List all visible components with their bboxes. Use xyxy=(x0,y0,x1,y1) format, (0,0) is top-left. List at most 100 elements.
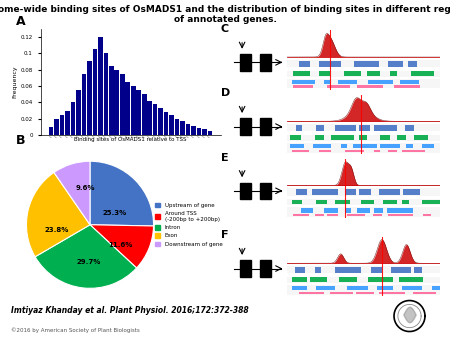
Bar xyxy=(287,285,440,291)
Bar xyxy=(344,71,360,76)
Bar xyxy=(287,277,440,283)
Bar xyxy=(65,111,70,135)
Bar xyxy=(374,125,397,131)
Bar xyxy=(319,150,332,152)
Bar xyxy=(142,94,147,135)
Bar xyxy=(310,277,327,282)
Bar xyxy=(367,71,380,76)
Bar xyxy=(341,144,347,148)
Bar xyxy=(334,267,360,273)
Bar xyxy=(287,207,440,213)
Bar xyxy=(405,125,414,131)
Bar xyxy=(315,214,324,216)
Text: /: / xyxy=(93,136,97,139)
Text: /: / xyxy=(54,136,58,139)
Bar xyxy=(388,61,403,67)
Bar xyxy=(316,125,324,131)
Text: /: / xyxy=(76,136,81,139)
Bar xyxy=(239,183,251,199)
Bar xyxy=(292,150,309,152)
Bar xyxy=(260,118,270,135)
Bar xyxy=(327,214,338,216)
Bar xyxy=(260,54,270,71)
Bar xyxy=(380,144,400,148)
Text: /: / xyxy=(104,136,108,139)
Bar xyxy=(131,86,135,135)
Bar xyxy=(293,86,313,88)
Bar xyxy=(374,208,383,213)
Text: 9.6%: 9.6% xyxy=(75,185,94,191)
Bar xyxy=(339,277,357,282)
Text: /: / xyxy=(120,136,124,139)
Bar xyxy=(292,200,302,204)
Bar xyxy=(397,136,406,140)
Bar xyxy=(357,208,370,213)
Bar xyxy=(81,74,86,135)
Bar xyxy=(299,292,324,294)
Bar xyxy=(260,183,270,199)
Bar xyxy=(345,150,364,152)
Bar xyxy=(402,286,422,290)
Bar xyxy=(400,79,418,84)
Text: 11.6%: 11.6% xyxy=(108,242,133,248)
Bar xyxy=(315,136,324,140)
Bar xyxy=(379,292,405,294)
Wedge shape xyxy=(90,161,153,226)
Text: of annotated genes.: of annotated genes. xyxy=(174,15,276,24)
Text: F: F xyxy=(220,230,228,240)
Text: /: / xyxy=(164,136,168,139)
Bar xyxy=(368,79,393,84)
Bar xyxy=(423,214,431,216)
Bar xyxy=(388,214,413,216)
Bar xyxy=(414,267,422,273)
Bar xyxy=(380,136,390,140)
Bar xyxy=(406,144,413,148)
Bar xyxy=(359,125,370,131)
Bar xyxy=(338,79,357,84)
Text: /: / xyxy=(87,136,91,139)
Bar xyxy=(239,118,251,135)
Text: /: / xyxy=(159,136,162,139)
Bar xyxy=(191,126,196,135)
Bar xyxy=(356,292,374,294)
Bar xyxy=(239,260,251,277)
Wedge shape xyxy=(27,172,90,257)
Bar xyxy=(359,189,371,195)
Bar xyxy=(98,37,103,135)
Bar xyxy=(287,291,440,294)
Text: 25.3%: 25.3% xyxy=(102,210,126,216)
Text: C: C xyxy=(220,24,229,34)
Text: /: / xyxy=(202,136,207,139)
Bar xyxy=(383,200,397,204)
Text: /: / xyxy=(115,136,119,139)
Bar xyxy=(319,71,330,76)
Bar xyxy=(290,144,304,148)
Bar xyxy=(54,119,59,135)
Bar xyxy=(345,189,356,195)
Bar xyxy=(324,208,338,213)
Bar xyxy=(292,79,315,84)
Text: /: / xyxy=(208,136,212,139)
Bar xyxy=(432,286,440,290)
Bar xyxy=(332,136,355,140)
Text: /: / xyxy=(131,136,135,139)
Bar xyxy=(296,189,307,195)
Bar xyxy=(287,143,440,149)
Bar xyxy=(373,214,382,216)
Bar xyxy=(169,115,174,135)
Text: /: / xyxy=(60,136,64,139)
Bar xyxy=(153,104,157,135)
Bar xyxy=(186,124,190,135)
Bar xyxy=(324,79,330,84)
Text: Genome-wide binding sites of OsMADS1 and the distribution of binding sites in di: Genome-wide binding sites of OsMADS1 and… xyxy=(0,5,450,14)
Bar xyxy=(287,79,440,85)
Bar xyxy=(293,71,310,76)
Text: 29.7%: 29.7% xyxy=(76,259,101,265)
Text: Imtiyaz Khanday et al. Plant Physiol. 2016;172:372-388: Imtiyaz Khanday et al. Plant Physiol. 20… xyxy=(11,306,249,315)
Bar xyxy=(402,150,425,152)
Bar xyxy=(315,267,321,273)
Bar xyxy=(292,286,307,290)
Wedge shape xyxy=(90,225,153,268)
Bar xyxy=(287,213,440,217)
Bar xyxy=(287,135,440,141)
